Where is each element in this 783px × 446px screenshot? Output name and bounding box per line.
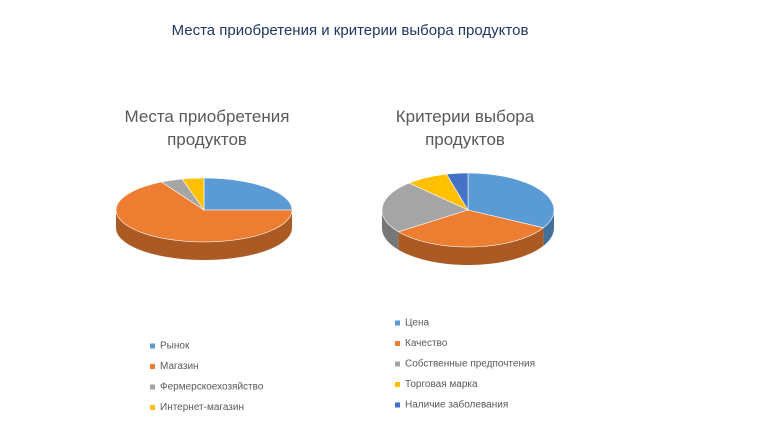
chart-title: Критерии выбора продуктов [395,107,535,149]
slice [397,209,545,248]
slice-side [398,227,544,265]
legend-marker [150,364,155,369]
slice-side [382,210,399,250]
legend-label: Торговая марка [405,379,478,390]
legend-label: Магазин [160,361,199,372]
slice [115,181,293,243]
slice [446,172,469,212]
legend-label: Фермерскоехозяйство [160,382,264,393]
slide-title: Места приобретения и критерии выбора про… [171,22,529,39]
slice [203,177,293,211]
legend-marker [395,382,400,387]
slice [408,173,469,211]
legend-label: Собственные предпочтения [405,358,535,370]
legend-marker [395,402,400,408]
slice [381,182,469,233]
slice [181,177,205,211]
slice-side [116,210,292,260]
slice [160,178,205,211]
legend-marker [150,405,155,410]
slice-side [543,210,554,246]
legend-label: Интернет-магазин [160,402,244,413]
legend-label: Цена [405,318,429,329]
slice [467,172,555,229]
chart-title: Места приобретения продуктов [124,107,290,149]
legend-marker [395,341,400,346]
legend-marker [150,384,155,390]
legend-marker [395,361,400,367]
legend-marker [395,320,400,326]
legend-label: Рынок [160,341,190,352]
legend-marker [150,343,155,349]
legend-label: Качество [405,338,448,349]
legend-label: Наличие заболевания [405,399,508,411]
